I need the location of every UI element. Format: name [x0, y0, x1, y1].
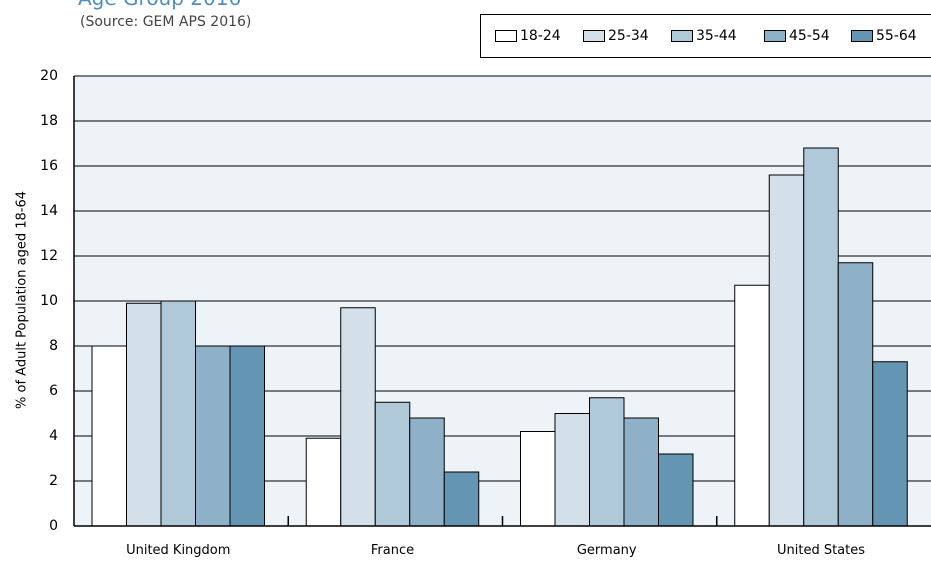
legend-item-55-64: 55-64 — [851, 28, 917, 44]
bar-germany-35-44 — [589, 397, 625, 527]
y-tick-labels: 0 2 4 6 8 10 12 14 16 18 20 — [40, 68, 58, 534]
y-tick-label: 6 — [49, 383, 58, 399]
bar-united-kingdom-35-44 — [160, 300, 196, 527]
y-tick-label: 20 — [40, 68, 58, 84]
x-tick-label: France — [371, 543, 414, 558]
bar-united-states-55-64 — [872, 361, 908, 527]
legend-item-25-34: 25-34 — [583, 28, 649, 44]
legend-item-45-54: 45-54 — [764, 28, 830, 44]
y-tick-label: 8 — [49, 338, 58, 354]
bar-united-kingdom-25-34 — [126, 302, 162, 527]
legend-label: 25-34 — [608, 28, 649, 44]
bar-united-kingdom-45-54 — [195, 345, 231, 527]
y-tick-label: 16 — [40, 158, 58, 174]
legend-label: 55-64 — [876, 28, 917, 44]
y-tick-label: 4 — [49, 428, 58, 444]
x-tick-label: United Kingdom — [126, 543, 230, 558]
bar-united-states-35-44 — [803, 147, 839, 527]
y-tick-label: 10 — [40, 293, 58, 309]
bar-united-kingdom-55-64 — [229, 345, 265, 527]
legend-label: 18-24 — [520, 28, 561, 44]
bars — [91, 147, 908, 527]
x-tick-labels: United Kingdom France Germany United States — [126, 543, 865, 558]
bar-france-25-34 — [340, 307, 376, 527]
legend-swatch — [764, 30, 786, 42]
chart-source: (Source: GEM APS 2016) — [80, 14, 252, 30]
y-tick-label: 18 — [40, 113, 58, 129]
y-axis-label: % of Adult Population aged 18-64 — [15, 191, 30, 409]
bar-france-35-44 — [374, 401, 411, 527]
legend-swatch — [851, 30, 873, 42]
bar-united-states-45-54 — [837, 262, 874, 527]
bar-germany-18-24 — [520, 431, 556, 527]
y-tick-label: 2 — [49, 473, 58, 489]
bar-germany-55-64 — [658, 453, 694, 527]
chart-title: Age Group 2016 — [78, 0, 241, 10]
x-tick-label: Germany — [577, 543, 637, 558]
legend-swatch — [583, 30, 605, 42]
legend-label: 35-44 — [696, 28, 737, 44]
legend-item-18-24: 18-24 — [495, 28, 561, 44]
y-tick-label: 0 — [49, 518, 58, 534]
bar-germany-25-34 — [554, 413, 590, 527]
legend-label: 45-54 — [789, 28, 830, 44]
bar-united-kingdom-18-24 — [91, 345, 127, 527]
y-tick-label: 12 — [40, 248, 58, 264]
bar-france-45-54 — [409, 417, 445, 527]
bar-france-18-24 — [305, 437, 342, 527]
bar-germany-45-54 — [623, 417, 659, 527]
legend-swatch — [671, 30, 693, 42]
chart-legend: 18-24 25-34 35-44 45-54 55-64 — [480, 14, 931, 58]
bar-united-states-25-34 — [768, 174, 805, 527]
axes — [73, 76, 931, 527]
legend-swatch — [495, 30, 517, 42]
x-tick-label: United States — [777, 543, 865, 558]
y-tick-label: 14 — [40, 203, 58, 219]
bar-france-55-64 — [443, 471, 480, 527]
legend-item-35-44: 35-44 — [671, 28, 737, 44]
bar-united-states-18-24 — [734, 284, 770, 527]
